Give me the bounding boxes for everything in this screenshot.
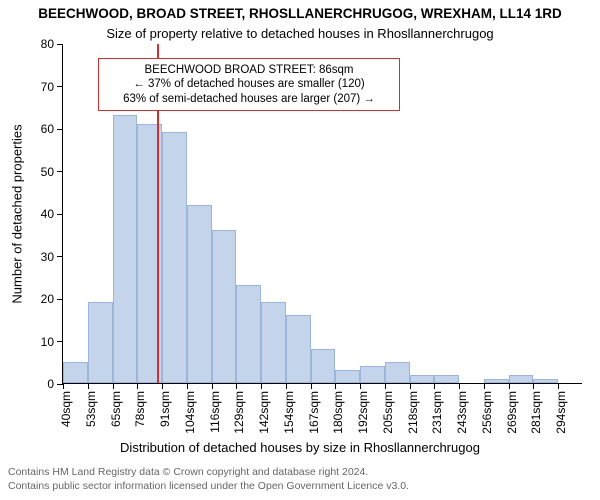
xtick-label: 104sqm <box>183 391 197 434</box>
histogram-bar <box>360 366 385 383</box>
xtick-mark <box>113 383 114 389</box>
xtick-mark <box>484 383 485 389</box>
xtick-mark <box>410 383 411 389</box>
histogram-bar <box>187 205 212 384</box>
annotation-line2: ← 37% of detached houses are smaller (12… <box>107 77 391 91</box>
chart-title-line2: Size of property relative to detached ho… <box>0 26 600 41</box>
histogram-bar <box>509 375 534 384</box>
ytick-label: 30 <box>41 250 63 264</box>
histogram-bar <box>533 379 558 383</box>
xtick-label: 192sqm <box>356 391 370 434</box>
xtick-mark <box>187 383 188 389</box>
ytick-label: 70 <box>41 80 63 94</box>
xtick-mark <box>236 383 237 389</box>
histogram-bar <box>212 230 237 383</box>
xtick-label: 256sqm <box>480 391 494 434</box>
xtick-mark <box>434 383 435 389</box>
xtick-label: 65sqm <box>109 391 123 427</box>
ytick-label: 60 <box>41 122 63 136</box>
xtick-label: 116sqm <box>208 391 222 433</box>
xtick-label: 91sqm <box>158 391 172 427</box>
xtick-mark <box>558 383 559 389</box>
xtick-mark <box>63 383 64 389</box>
histogram-bar <box>236 285 261 383</box>
xtick-label: 129sqm <box>232 391 246 434</box>
xtick-mark <box>286 383 287 389</box>
ytick-label: 0 <box>47 377 63 391</box>
annotation-box: BEECHWOOD BROAD STREET: 86sqm ← 37% of d… <box>98 58 400 111</box>
histogram-bar <box>410 375 435 384</box>
xtick-label: 243sqm <box>455 391 469 434</box>
xtick-label: 294sqm <box>554 391 568 434</box>
xtick-mark <box>459 383 460 389</box>
xtick-mark <box>88 383 89 389</box>
y-axis-label: Number of detached properties <box>10 124 25 303</box>
ytick-label: 80 <box>41 37 63 51</box>
ytick-label: 10 <box>41 335 63 349</box>
histogram-bar <box>286 315 311 383</box>
footer-line2: Contains public sector information licen… <box>8 480 409 494</box>
xtick-mark <box>261 383 262 389</box>
xtick-mark <box>509 383 510 389</box>
histogram-bar <box>311 349 336 383</box>
xtick-mark <box>137 383 138 389</box>
xtick-mark <box>162 383 163 389</box>
chart-title-line1: BEECHWOOD, BROAD STREET, RHOSLLANERCHRUG… <box>0 6 600 21</box>
histogram-bar <box>261 302 286 383</box>
histogram-bar <box>63 362 88 383</box>
chart-container: BEECHWOOD, BROAD STREET, RHOSLLANERCHRUG… <box>0 0 600 500</box>
ytick-label: 20 <box>41 292 63 306</box>
xtick-label: 167sqm <box>307 391 321 434</box>
xtick-mark <box>212 383 213 389</box>
xtick-mark <box>311 383 312 389</box>
xtick-label: 205sqm <box>381 391 395 434</box>
histogram-bar <box>335 370 360 383</box>
xtick-mark <box>360 383 361 389</box>
annotation-line1: BEECHWOOD BROAD STREET: 86sqm <box>107 63 391 77</box>
xtick-label: 281sqm <box>529 391 543 434</box>
histogram-bar <box>113 115 138 383</box>
histogram-bar <box>484 379 509 383</box>
histogram-bar <box>385 362 410 383</box>
xtick-label: 154sqm <box>282 391 296 434</box>
xtick-label: 180sqm <box>331 391 345 434</box>
xtick-label: 40sqm <box>59 391 73 427</box>
histogram-bar <box>88 302 113 383</box>
xtick-label: 231sqm <box>430 391 444 434</box>
xtick-mark <box>385 383 386 389</box>
annotation-line3: 63% of semi-detached houses are larger (… <box>107 92 391 106</box>
footer-line1: Contains HM Land Registry data © Crown c… <box>8 466 409 480</box>
xtick-label: 142sqm <box>257 391 271 434</box>
xtick-label: 78sqm <box>133 391 147 427</box>
ytick-label: 40 <box>41 207 63 221</box>
histogram-bar <box>162 132 187 383</box>
ytick-label: 50 <box>41 165 63 179</box>
histogram-bar <box>434 375 459 384</box>
xtick-mark <box>335 383 336 389</box>
xtick-label: 218sqm <box>406 391 420 434</box>
x-axis-label: Distribution of detached houses by size … <box>0 440 600 455</box>
footer-attribution: Contains HM Land Registry data © Crown c… <box>8 466 409 493</box>
xtick-mark <box>533 383 534 389</box>
xtick-label: 53sqm <box>84 391 98 427</box>
xtick-label: 269sqm <box>505 391 519 434</box>
